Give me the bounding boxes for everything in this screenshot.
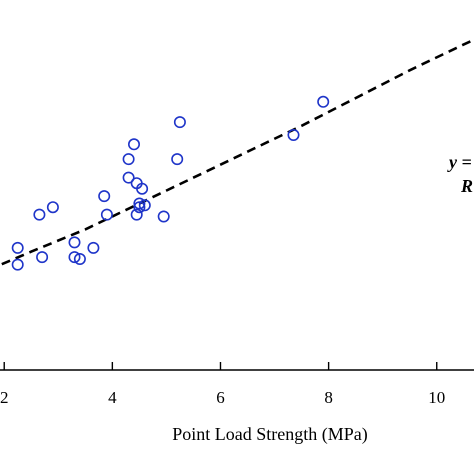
data-point [68, 251, 81, 264]
data-point [133, 201, 146, 214]
plot-area [0, 38, 474, 371]
data-point [68, 236, 81, 249]
data-point [100, 208, 113, 221]
x-tick-label: 8 [324, 388, 333, 407]
data-point [128, 138, 141, 151]
x-tick-label: 4 [108, 388, 117, 407]
x-axis-ticks [3, 362, 438, 370]
data-point [173, 116, 186, 129]
equation-label: y = [447, 152, 472, 172]
data-points [11, 95, 330, 271]
data-point [130, 208, 143, 221]
data-point [122, 153, 135, 166]
data-point [122, 171, 135, 184]
data-point [36, 251, 49, 264]
x-tick-label: 2 [0, 388, 8, 407]
equation-label-line2: R [460, 176, 473, 196]
data-point [11, 241, 24, 254]
data-point [11, 258, 24, 271]
data-point [87, 241, 100, 254]
data-point [73, 253, 86, 266]
x-tick-label: 6 [216, 388, 225, 407]
data-point [136, 182, 149, 195]
data-point [317, 95, 330, 108]
data-point [157, 210, 170, 223]
x-axis-title: Point Load Strength (MPa) [172, 424, 368, 445]
data-point [98, 190, 111, 203]
data-point [287, 129, 300, 142]
data-point [46, 201, 59, 214]
x-tick-label: 10 [428, 388, 445, 407]
data-point [171, 153, 184, 166]
data-point [138, 199, 151, 212]
fit-curve [0, 38, 474, 267]
data-point [33, 208, 46, 221]
data-point [133, 197, 146, 210]
x-tick-labels: 2 4 6 8 10 [0, 388, 445, 407]
